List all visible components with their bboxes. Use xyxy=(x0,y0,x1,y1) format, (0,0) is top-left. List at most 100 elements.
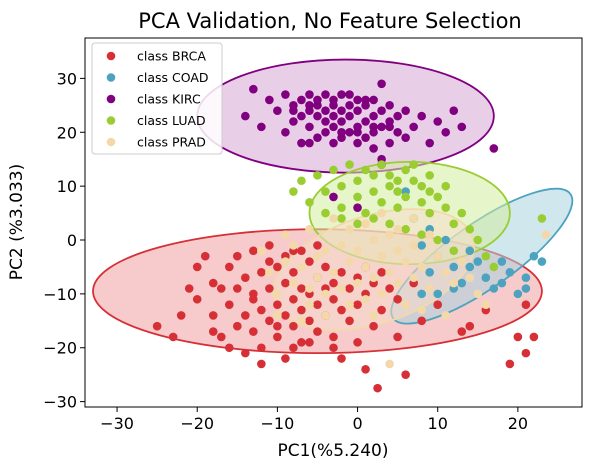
data-point xyxy=(313,300,322,309)
data-point xyxy=(337,203,346,212)
data-point xyxy=(305,284,314,293)
data-point xyxy=(425,187,434,196)
data-point xyxy=(289,106,298,116)
legend-label: class PRAD xyxy=(137,135,206,150)
data-point xyxy=(297,262,306,272)
data-point xyxy=(361,117,370,126)
data-point xyxy=(361,95,370,105)
x-tick-label: 20 xyxy=(508,414,528,433)
data-point xyxy=(265,268,274,277)
data-point xyxy=(337,268,346,277)
data-point xyxy=(393,203,402,212)
data-point xyxy=(433,300,443,309)
data-point xyxy=(425,138,434,148)
data-point xyxy=(417,262,426,272)
data-point xyxy=(176,311,186,320)
data-point xyxy=(385,219,394,229)
data-point xyxy=(353,176,362,186)
x-axis-label: PC1(%5.240) xyxy=(277,441,388,461)
data-point xyxy=(257,122,266,132)
data-point xyxy=(289,294,298,304)
data-point xyxy=(249,84,258,94)
data-point xyxy=(361,208,370,218)
data-point xyxy=(337,241,346,250)
data-point xyxy=(233,251,242,261)
data-point xyxy=(305,300,314,309)
legend-marker xyxy=(106,73,116,82)
series-class-prad xyxy=(257,208,551,369)
x-tick-label: −10 xyxy=(261,414,295,433)
data-point xyxy=(297,246,306,256)
data-point xyxy=(377,268,386,277)
data-point xyxy=(417,289,426,299)
data-point xyxy=(369,95,378,105)
data-point xyxy=(353,192,362,202)
data-point xyxy=(337,106,346,116)
data-point xyxy=(409,214,418,223)
data-point xyxy=(377,197,386,207)
data-point xyxy=(353,127,362,137)
data-point xyxy=(361,219,370,229)
data-point xyxy=(433,251,443,261)
data-point xyxy=(409,160,418,169)
data-point xyxy=(385,359,394,369)
data-point xyxy=(465,262,475,272)
data-point xyxy=(373,383,382,393)
data-point xyxy=(473,235,483,245)
data-point xyxy=(529,332,539,342)
data-point xyxy=(369,214,378,223)
data-point xyxy=(481,300,491,309)
data-point xyxy=(265,95,274,105)
data-point xyxy=(257,343,266,353)
data-point xyxy=(321,208,330,218)
data-point xyxy=(353,246,362,256)
data-point xyxy=(289,268,298,277)
data-point xyxy=(329,165,338,175)
data-point xyxy=(289,321,298,331)
data-point xyxy=(401,300,410,309)
legend-box xyxy=(91,42,223,155)
data-point xyxy=(481,273,491,283)
data-point xyxy=(281,90,290,99)
data-point xyxy=(321,106,330,116)
data-point xyxy=(353,138,362,148)
data-point xyxy=(457,327,467,336)
data-point xyxy=(393,224,402,234)
data-point xyxy=(409,241,418,250)
data-point xyxy=(417,230,426,239)
data-point xyxy=(321,127,330,137)
data-point xyxy=(425,268,434,277)
data-point xyxy=(441,203,451,212)
data-point xyxy=(401,224,410,234)
data-point xyxy=(273,311,282,320)
legend: class BRCA class COAD class KIRC class LUAD… xyxy=(91,42,223,155)
plot-frame xyxy=(84,37,583,408)
data-point xyxy=(361,165,370,175)
data-point xyxy=(329,101,338,110)
data-point xyxy=(192,262,202,272)
data-point xyxy=(337,127,346,137)
data-point xyxy=(369,321,378,331)
x-tick-label: −20 xyxy=(180,414,214,433)
data-point xyxy=(377,79,386,89)
data-point xyxy=(361,364,370,374)
data-point xyxy=(393,278,402,288)
data-point xyxy=(297,284,306,293)
data-point xyxy=(457,278,467,288)
data-point xyxy=(345,300,354,309)
plot-area xyxy=(92,58,574,393)
data-point xyxy=(345,101,354,110)
data-point xyxy=(281,230,290,239)
y-tick-label: 0 xyxy=(67,231,77,250)
data-point xyxy=(305,101,314,110)
y-tick-label: 10 xyxy=(57,177,77,196)
data-point xyxy=(529,251,539,261)
data-point xyxy=(369,235,378,245)
data-point xyxy=(289,278,298,288)
data-point xyxy=(345,160,354,169)
data-point xyxy=(224,300,234,309)
data-point xyxy=(465,224,475,234)
data-point xyxy=(449,246,459,256)
data-point xyxy=(313,111,322,121)
data-point xyxy=(265,257,274,266)
